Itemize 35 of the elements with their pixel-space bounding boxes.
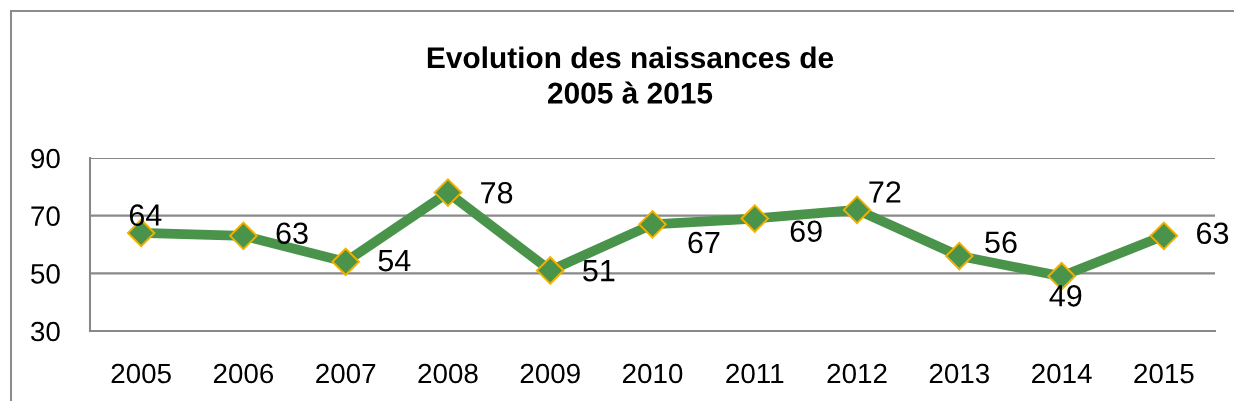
point	[638, 210, 667, 239]
point	[229, 221, 258, 251]
point	[740, 204, 769, 233]
data-label: 54	[378, 250, 411, 272]
point	[433, 178, 463, 207]
data-label: 49	[1049, 285, 1082, 307]
y-tick-label: 90	[31, 148, 60, 169]
x-tick-label: 2015	[1134, 363, 1194, 384]
point	[536, 256, 565, 285]
x-tick-label: 2010	[623, 363, 683, 384]
data-label: 78	[481, 181, 513, 204]
x-tick-label: 2013	[929, 363, 989, 384]
y-tick-label: 70	[31, 206, 60, 227]
x-tick-label: 2006	[213, 363, 274, 384]
point	[945, 241, 974, 271]
data-label: 51	[583, 260, 615, 282]
data-label: 67	[688, 231, 720, 254]
data-label: 63	[276, 222, 308, 245]
data-label: 56	[985, 231, 1017, 254]
x-tick-label: 2012	[827, 363, 887, 384]
x-tick-label: 2008	[418, 363, 478, 384]
y-tick-label: 30	[31, 321, 60, 342]
x-tick-label: 2014	[1032, 363, 1092, 384]
point	[1149, 221, 1179, 251]
data-label: 69	[790, 220, 822, 243]
point	[331, 247, 360, 277]
y-tick-label: 50	[31, 264, 60, 284]
x-tick-label: 2011	[726, 363, 784, 384]
x-tick-label: 2005	[111, 363, 171, 384]
chart-title: Evolution des naissances de 2005 à 2015	[427, 46, 834, 104]
x-tick-label: 2009	[520, 363, 580, 384]
data-label: 63	[1197, 222, 1229, 245]
data-label: 64	[129, 204, 162, 226]
data-label: 72	[869, 181, 901, 203]
x-tick-label: 2007	[316, 363, 376, 384]
